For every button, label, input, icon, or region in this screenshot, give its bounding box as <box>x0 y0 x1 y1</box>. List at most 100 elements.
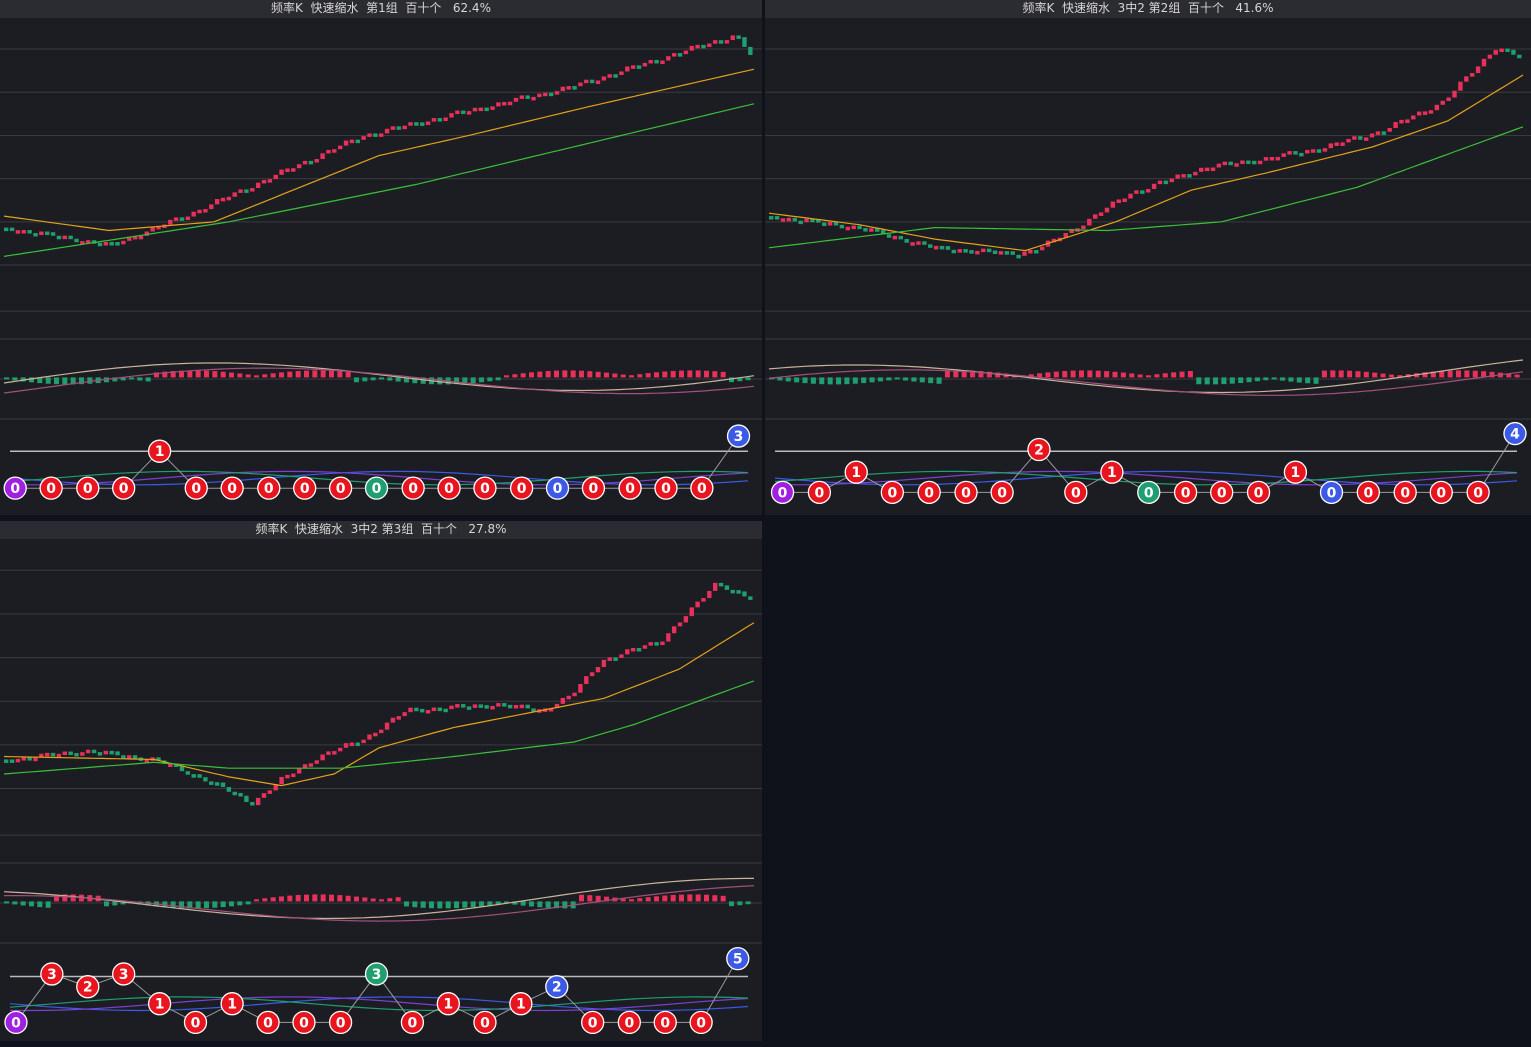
candle-up <box>390 126 396 130</box>
panel-title: 频率K 快速缩水 3中2 第3组 百十个 27.8% <box>0 521 762 539</box>
macd-bar <box>861 377 867 384</box>
candle-down <box>742 591 747 597</box>
candle-up <box>607 74 612 78</box>
macd-bar <box>437 901 443 909</box>
badge-label: 0 <box>408 481 418 497</box>
candle-down <box>898 235 904 240</box>
macd-bar <box>554 901 559 909</box>
count-badge: 0 <box>257 476 281 500</box>
badge-circle <box>690 476 714 500</box>
candle-up <box>62 235 67 240</box>
candle-down <box>654 642 659 646</box>
badge-circle <box>473 1010 497 1035</box>
candle-up <box>203 209 208 213</box>
macd-bar <box>345 895 351 902</box>
indicator-line <box>9 996 749 1012</box>
candle-up <box>379 133 384 137</box>
macd-bar <box>445 901 451 909</box>
count-badge: 0 <box>292 1010 316 1035</box>
macd-bar <box>295 371 301 378</box>
candle-down <box>50 752 56 757</box>
candle-up <box>466 111 472 115</box>
macd-bar <box>777 377 783 381</box>
candle-up <box>250 188 255 192</box>
count-badge: 0 <box>39 476 63 500</box>
candles <box>769 48 1522 259</box>
macd-bar <box>37 901 43 908</box>
candle-up <box>349 742 355 747</box>
candle-up <box>1422 111 1428 115</box>
candle-down <box>1187 174 1192 178</box>
candle-up <box>273 174 278 180</box>
candle-down <box>636 65 642 69</box>
candle-up <box>238 189 243 193</box>
ma-slow-line <box>768 126 1524 249</box>
badge-circle <box>1393 480 1417 505</box>
candle-up <box>619 654 624 658</box>
candle-down <box>45 231 50 236</box>
candle-down <box>718 40 724 44</box>
candle-up <box>712 582 718 591</box>
macd-bar <box>20 901 26 906</box>
badge-circle <box>1356 480 1380 505</box>
macd-bar <box>162 371 168 378</box>
candle-down <box>857 225 862 230</box>
macd-bar <box>520 373 526 378</box>
candle-up <box>431 707 437 712</box>
candle-up <box>531 96 536 101</box>
candle-up <box>554 703 560 709</box>
candle-up <box>502 101 507 106</box>
macd-bar <box>1037 373 1043 378</box>
macd-bar <box>970 370 976 378</box>
candle-up <box>144 759 150 763</box>
macd-bar <box>462 377 468 384</box>
candle-up <box>1416 111 1422 116</box>
macd-bar <box>279 372 284 378</box>
badge-label: 0 <box>815 485 825 501</box>
candle-up <box>168 763 173 767</box>
macd-bar <box>412 377 418 384</box>
candle-up <box>39 753 44 758</box>
candle-up <box>1193 171 1198 176</box>
candle-up <box>1405 119 1410 123</box>
count-badge: 0 <box>990 480 1014 505</box>
candle-up <box>730 35 735 41</box>
badge-label: 2 <box>83 980 93 996</box>
candle-down <box>792 217 797 222</box>
candle-down <box>1246 160 1251 165</box>
candle-up <box>80 241 85 245</box>
kline-chart[interactable]: 0 0 0 0 1 0 0 0 0 0 0 0 0 0 0 0 0 0 0 0 3 <box>0 18 762 515</box>
candle-up <box>337 747 343 752</box>
candle-up <box>666 633 671 642</box>
macd-bar <box>1254 377 1260 382</box>
candle-up <box>1069 228 1074 233</box>
macd-bar <box>495 901 501 905</box>
badge-circle <box>807 480 832 505</box>
candle-up <box>127 755 132 759</box>
macd-bar <box>304 370 309 378</box>
candle-down <box>701 44 706 49</box>
candle-up <box>1369 133 1375 138</box>
macd-bar <box>1372 372 1378 378</box>
macd-bar <box>12 901 18 905</box>
badge-label: 0 <box>299 1015 309 1031</box>
badge-circle <box>545 476 570 500</box>
count-badge: 0 <box>509 476 534 500</box>
candle-down <box>478 704 484 708</box>
candle-up <box>396 716 401 720</box>
candle-down <box>904 238 909 243</box>
candle-up <box>226 196 232 201</box>
candle-down <box>132 755 138 759</box>
macd-bar <box>687 894 693 902</box>
candle-up <box>625 66 630 72</box>
macd-bar <box>1104 371 1110 378</box>
macd-bar <box>1146 375 1152 378</box>
candle-down <box>1016 254 1021 259</box>
macd-bar <box>961 370 967 378</box>
candle-down <box>548 92 554 97</box>
count-badge: 0 <box>654 476 678 500</box>
macd-bar <box>1078 370 1085 378</box>
macd-bar <box>454 901 459 909</box>
kline-chart[interactable]: 0 3 2 3 1 0 1 0 0 0 3 0 1 0 1 2 0 0 0 0 5 <box>0 539 762 1041</box>
kline-chart[interactable]: 0 0 1 0 0 0 0 2 0 1 0 0 0 0 1 0 0 0 0 0 4 <box>765 18 1531 515</box>
